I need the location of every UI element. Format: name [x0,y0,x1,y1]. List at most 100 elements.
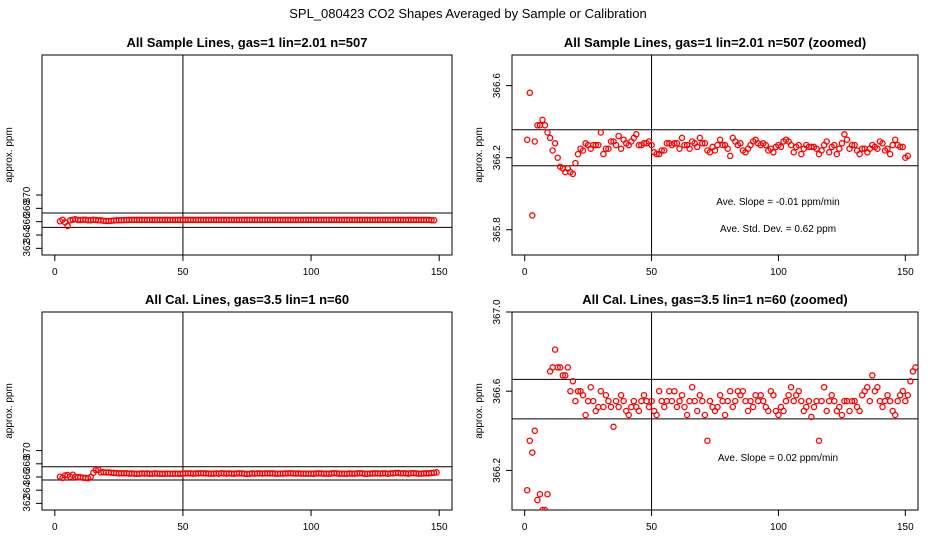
data-point [752,391,759,399]
data-point [851,141,858,149]
data-point [526,437,534,444]
y-tick-label: 368 [22,455,33,472]
data-point [775,411,782,419]
data-point [831,141,838,149]
data-point [891,136,899,143]
y-axis-label: approx. ppm [4,127,15,183]
data-point [610,423,617,431]
y-tick-label: 366.2 [492,145,503,170]
x-tick-label: 150 [897,267,914,278]
data-point [696,391,704,399]
data-point [653,411,660,419]
data-point [428,216,435,224]
data-point [823,138,830,145]
data-point [737,140,744,147]
data-point [539,506,546,510]
data-point [899,143,907,151]
chart-title: All Sample Lines, gas=1 lin=2.01 n=507 [127,35,368,50]
data-point [602,145,610,152]
data-point [869,372,876,379]
x-tick-label: 150 [431,267,448,278]
data-point [699,397,706,405]
chart-title: All Cal. Lines, gas=3.5 lin=1 n=60 (zoom… [582,292,848,307]
x-tick-label: 0 [522,267,528,278]
data-point [678,134,686,142]
data-point [841,397,848,405]
data-point [433,469,440,476]
y-tick-label: 366 [22,213,33,230]
data-point [874,145,881,152]
y-tick-label: 366.6 [492,73,503,98]
data-point [579,391,587,399]
data-point [673,140,681,147]
data-point [638,397,645,405]
data-point [617,391,625,399]
data-point [856,150,863,158]
data-point [600,403,607,411]
chart-panel-4: All Cal. Lines, gas=3.5 lin=1 n=60 (zoom… [474,292,919,533]
data-point [693,143,701,151]
data-point [851,397,858,405]
data-point [782,397,790,405]
data-point [562,372,569,379]
data-point [572,397,579,405]
data-point [899,387,907,395]
data-point [661,147,668,154]
data-point [884,145,891,152]
data-point [701,140,709,147]
data-point [739,387,747,395]
data-point [559,372,567,379]
data-point [886,397,894,405]
data-point [541,506,549,510]
plot-frame [511,311,919,511]
data-point [815,437,823,444]
x-tick-label: 100 [303,267,320,278]
data-point [721,411,729,419]
x-tick-label: 100 [770,522,787,533]
data-point [589,397,597,405]
data-point [907,378,914,385]
data-point [92,466,100,474]
data-point [688,383,696,391]
data-point [640,391,648,399]
data-point [787,383,795,391]
y-tick-label: 367.0 [492,299,503,324]
x-tick-label: 0 [522,522,528,533]
data-point [607,138,615,145]
data-point [523,136,531,143]
x-tick-label: 100 [770,267,787,278]
data-points [523,346,918,510]
data-point [536,490,544,498]
chart-panel-2: All Sample Lines, gas=1 lin=2.01 n=507 (… [474,35,919,278]
x-tick-label: 100 [303,522,320,533]
figure-title: SPL_080423 CO2 Shapes Averaged by Sample… [289,6,647,21]
data-point [777,143,785,151]
data-point [534,496,541,504]
data-point [874,383,881,391]
annotation-text: Ave. Std. Dev. = 0.62 ppm [720,224,836,235]
data-point [823,407,830,415]
data-point [523,486,531,494]
data-point [574,387,582,395]
data-point [716,136,724,143]
data-point [645,403,653,411]
data-point [564,364,572,371]
data-point [597,129,605,136]
y-axis-label: approx. ppm [474,383,485,439]
data-point [595,403,602,411]
data-point [595,141,602,149]
data-point [876,397,884,405]
data-point [726,387,734,395]
data-point [635,407,643,415]
data-point [759,397,767,405]
data-point [633,131,640,138]
data-point [605,145,612,152]
data-point [754,397,762,405]
data-point [686,397,693,405]
data-point [770,391,777,399]
data-point [686,145,693,152]
data-point [803,403,810,411]
data-point [902,397,909,405]
data-point [648,397,655,405]
